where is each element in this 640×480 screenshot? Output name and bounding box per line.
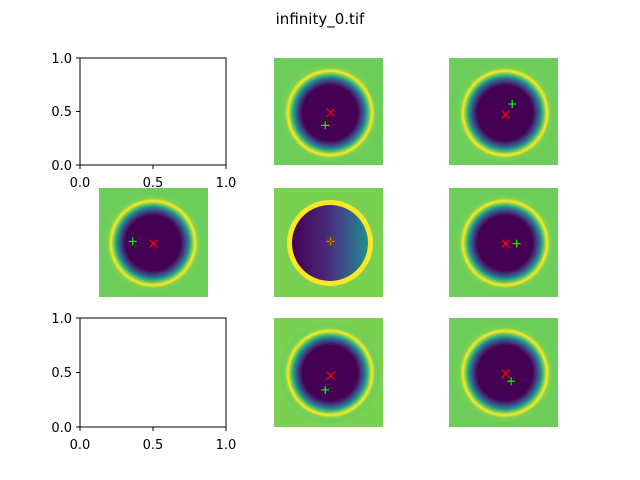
red-x-b <box>501 110 511 120</box>
x-tick-label: 1.0 <box>216 176 237 191</box>
red-x-marker <box>501 110 511 120</box>
red-x-marker <box>326 236 336 246</box>
x-ticks <box>79 427 227 431</box>
x-tick-label: 0.5 <box>143 438 164 453</box>
red-x-b <box>501 369 511 379</box>
x-tick-label: 0.0 <box>70 438 91 453</box>
red-x-b <box>326 371 336 381</box>
y-tick-label: 0.0 <box>51 159 72 174</box>
y-tick-label: 1.0 <box>51 52 72 67</box>
empty-axes-top: 0.0 0.5 1.0 0.0 0.5 1.0 <box>51 52 236 191</box>
heatmap-r2c1 <box>99 188 208 297</box>
heatmap-r3c3 <box>449 318 558 427</box>
heatmap-core <box>292 205 368 281</box>
axes-frame <box>79 57 227 166</box>
heatmap-ring <box>280 323 380 423</box>
x-tick-label: 0.5 <box>143 176 164 191</box>
empty-axes-bottom: 0.0 0.5 1.0 0.0 0.5 1.0 <box>51 312 236 453</box>
red-x-marker <box>501 369 511 379</box>
x-ticks <box>79 165 227 169</box>
heatmap-r3c2 <box>274 318 383 427</box>
x-tick-label: 1.0 <box>216 438 237 453</box>
red-x-marker <box>326 108 336 117</box>
x-tick-label: 0.0 <box>70 176 91 191</box>
green-plus-marker <box>321 121 330 130</box>
axes-frame <box>79 317 227 428</box>
red-x-marker <box>326 371 336 381</box>
red-x-marker <box>149 239 158 249</box>
red-x-b <box>149 239 158 249</box>
red-x-b <box>326 108 336 117</box>
y-tick-label: 0.0 <box>51 421 72 436</box>
y-tick-label: 0.5 <box>51 366 72 381</box>
red-x-marker <box>501 239 511 249</box>
y-tick-label: 1.0 <box>51 312 72 327</box>
figure-title: infinity_0.tif <box>276 10 365 29</box>
heatmap-r2c2 <box>274 188 383 297</box>
green-plus-marker <box>508 100 517 109</box>
y-ticks <box>76 57 80 166</box>
y-ticks <box>76 317 80 428</box>
red-x-b <box>501 239 511 249</box>
green-plus-marker <box>512 239 521 248</box>
heatmap-r1c3 <box>449 58 558 165</box>
red-x-b <box>326 236 336 246</box>
y-tick-label: 0.5 <box>51 105 72 120</box>
green-plus-marker <box>321 385 330 394</box>
markers-layer <box>128 100 521 394</box>
heatmap-ring <box>455 63 555 163</box>
heatmap-r1c2 <box>274 58 383 165</box>
green-plus-marker <box>128 237 137 246</box>
heatmap-r2c3 <box>449 188 558 297</box>
green-plus-marker <box>507 377 516 386</box>
